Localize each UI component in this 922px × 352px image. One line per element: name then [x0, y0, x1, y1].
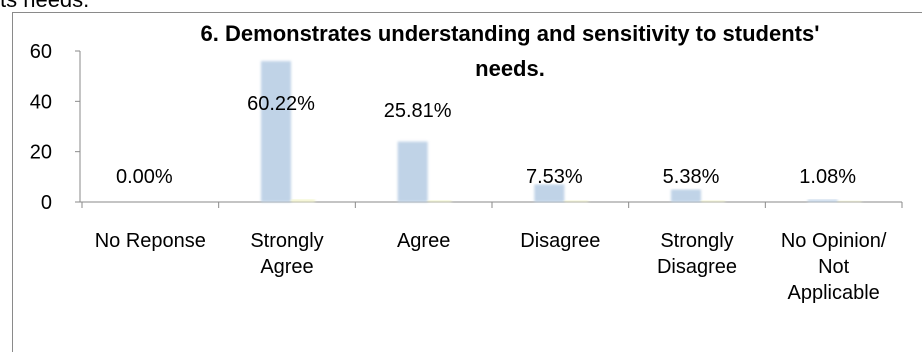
- data-labels: 0.00% 60.22% 25.81% 7.53% 5.38% 1.08%: [116, 93, 856, 188]
- category-label: Disagree: [657, 256, 737, 278]
- y-tick-label: 40: [30, 91, 52, 113]
- data-label: 5.38%: [663, 166, 720, 188]
- category-labels: No Reponse Strongly Agree Agree Disagree Stro…: [95, 230, 887, 304]
- category-label: Strongly: [250, 230, 323, 252]
- y-tick-label: 60: [30, 41, 52, 63]
- category-label: Agree: [260, 256, 313, 278]
- data-label: 7.53%: [526, 166, 583, 188]
- bar: [534, 184, 565, 202]
- category-label: Not: [818, 256, 850, 278]
- bar-secondary: [427, 200, 452, 202]
- chart-title: 6. Demonstrates understanding and sensit…: [200, 21, 820, 81]
- cutoff-text: ts needs.: [0, 0, 89, 13]
- x-axis: [80, 201, 903, 208]
- data-label: 1.08%: [799, 166, 856, 188]
- bar: [261, 61, 291, 202]
- category-label: Applicable: [788, 282, 880, 304]
- data-label: 0.00%: [116, 166, 173, 188]
- data-label: 25.81%: [384, 100, 452, 122]
- bar-secondary: [564, 200, 589, 202]
- y-axis: 0 20 40 60: [30, 41, 81, 214]
- bar: [671, 189, 701, 202]
- bar-secondary: [837, 200, 862, 202]
- chart: 0 20 40 60 0.00% 60.22% 25.81% 7.53% 5.38% 1.08%…: [30, 41, 903, 304]
- y-tick-label: 20: [30, 142, 52, 164]
- category-label: No Reponse: [95, 230, 206, 252]
- chart-frame: [12, 12, 922, 352]
- bars: [261, 61, 862, 202]
- data-label: 60.22%: [247, 93, 315, 115]
- bar: [397, 141, 428, 202]
- category-label: Strongly: [660, 230, 733, 252]
- bar: [807, 199, 838, 202]
- category-label: No Opinion/: [781, 230, 887, 252]
- bar-secondary: [291, 199, 315, 202]
- category-label: Agree: [397, 230, 450, 252]
- bar-secondary: [701, 200, 725, 202]
- y-tick-label: 0: [41, 192, 52, 214]
- category-label: Disagree: [520, 230, 600, 252]
